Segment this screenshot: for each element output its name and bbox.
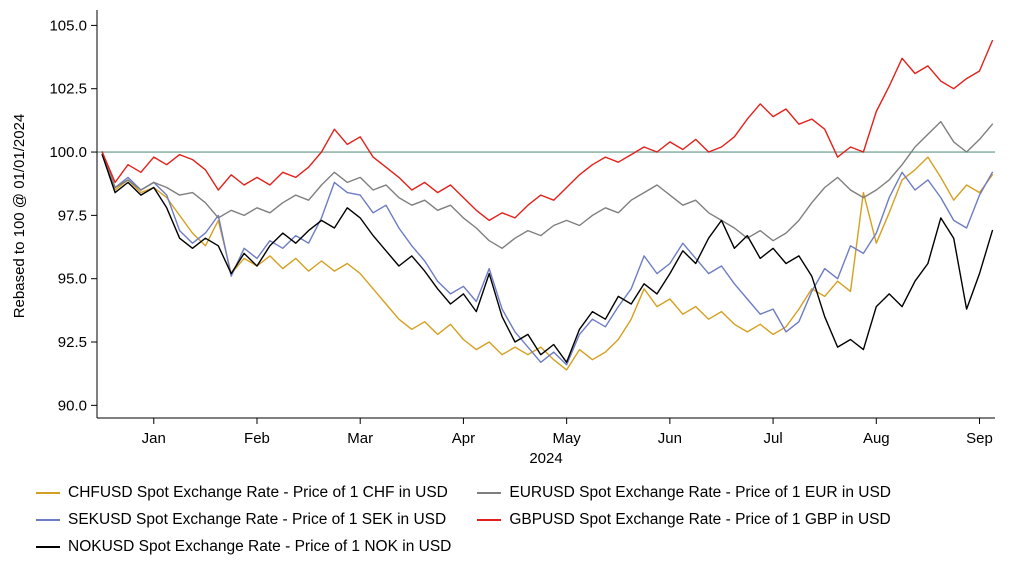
- x-tick-label: Feb: [244, 430, 270, 447]
- legend-label-NOKUSD: NOKUSD Spot Exchange Rate - Price of 1 N…: [68, 537, 452, 555]
- series-line-GBPUSD: [101, 39, 994, 222]
- y-axis-title: Rebased to 100 @ 01/01/2024: [11, 114, 28, 319]
- legend-item-SEKUSD: SEKUSD Spot Exchange Rate - Price of 1 S…: [36, 506, 451, 533]
- x-tick-label: May: [552, 430, 581, 447]
- legend-swatch-GBPUSD: [477, 518, 502, 521]
- legend-label-GBPUSD: GBPUSD Spot Exchange Rate - Price of 1 G…: [509, 510, 891, 528]
- x-tick-label: Jun: [658, 430, 682, 447]
- legend-label-SEKUSD: SEKUSD Spot Exchange Rate - Price of 1 S…: [68, 510, 447, 528]
- y-tick-label: 105.0: [49, 17, 87, 34]
- legend-label-EURUSD: EURUSD Spot Exchange Rate - Price of 1 E…: [509, 483, 891, 501]
- y-tick-label: 102.5: [49, 81, 87, 98]
- y-tick-label: 97.5: [58, 207, 87, 224]
- series-line-CHFUSD: [101, 151, 994, 371]
- y-tick-label: 92.5: [58, 334, 87, 351]
- chart-legend: CHFUSD Spot Exchange Rate - Price of 1 C…: [36, 479, 1022, 560]
- x-tick-label: Jul: [763, 430, 782, 447]
- series-line-EURUSD: [101, 120, 994, 250]
- x-tick-label: Jan: [142, 430, 166, 447]
- series-line-NOKUSD: [101, 153, 994, 363]
- legend-item-GBPUSD: GBPUSD Spot Exchange Rate - Price of 1 G…: [477, 506, 891, 533]
- legend-item-EURUSD: EURUSD Spot Exchange Rate - Price of 1 E…: [477, 479, 891, 506]
- series-line-SEKUSD: [101, 151, 994, 366]
- x-tick-label: Aug: [863, 430, 890, 447]
- y-tick-label: 95.0: [58, 271, 87, 288]
- y-tick-label: 90.0: [58, 397, 87, 414]
- legend-swatch-EURUSD: [477, 491, 502, 494]
- x-tick-label: Mar: [347, 430, 373, 447]
- y-tick-label: 100.0: [49, 144, 87, 161]
- plot-area: 90.0 92.5 95.0 97.5 100.0 102.5 105.0 Jan Feb Mar…: [49, 10, 995, 447]
- x-tick-label: Apr: [452, 430, 475, 447]
- chart-canvas: Rebased to 100 @ 01/01/2024 2024 90.0 92.…: [11, 10, 995, 467]
- legend-label-CHFUSD: CHFUSD Spot Exchange Rate - Price of 1 C…: [68, 483, 448, 501]
- legend-swatch-CHFUSD: [36, 491, 60, 494]
- x-tick-label: Sep: [966, 430, 993, 447]
- legend-item-NOKUSD: NOKUSD Spot Exchange Rate - Price of 1 N…: [36, 533, 451, 560]
- legend-swatch-NOKUSD: [36, 545, 60, 548]
- legend-item-CHFUSD: CHFUSD Spot Exchange Rate - Price of 1 C…: [36, 479, 451, 506]
- x-axis-title: 2024: [529, 450, 562, 467]
- legend-swatch-SEKUSD: [36, 518, 60, 521]
